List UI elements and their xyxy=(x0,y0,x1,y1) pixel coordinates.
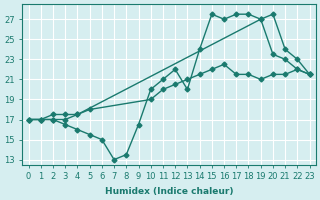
X-axis label: Humidex (Indice chaleur): Humidex (Indice chaleur) xyxy=(105,187,233,196)
